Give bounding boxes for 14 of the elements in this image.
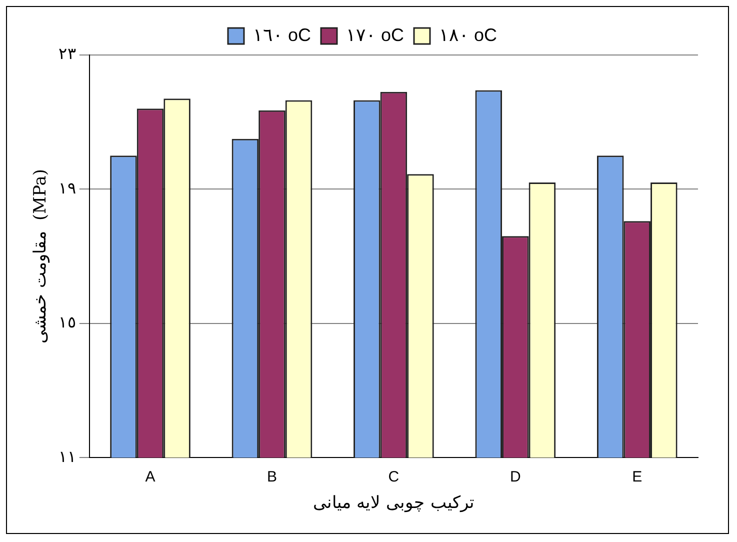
x-tick-label: C <box>388 468 400 486</box>
x-tick-label: D <box>510 468 521 486</box>
x-tick-label: A <box>145 468 156 486</box>
y-tick-label: ١٩ <box>58 178 76 198</box>
y-tick-label: ١١ <box>58 446 76 466</box>
legend-label: ١٧٠ oC <box>346 24 404 45</box>
x-axis-title: ترکیب چوبی لایه میانی <box>313 493 474 514</box>
y-tick-label: ٢٣ <box>58 44 76 64</box>
legend-label: ١٨٠ oC <box>439 24 498 45</box>
legend-label: ١٦٠ oC <box>252 24 311 45</box>
x-tick-label: E <box>632 468 642 486</box>
y-tick-label: ١٥ <box>58 312 76 332</box>
y-axis-title: مقاومت خمشی (MPa) <box>30 168 51 344</box>
x-tick-label: B <box>266 468 277 486</box>
